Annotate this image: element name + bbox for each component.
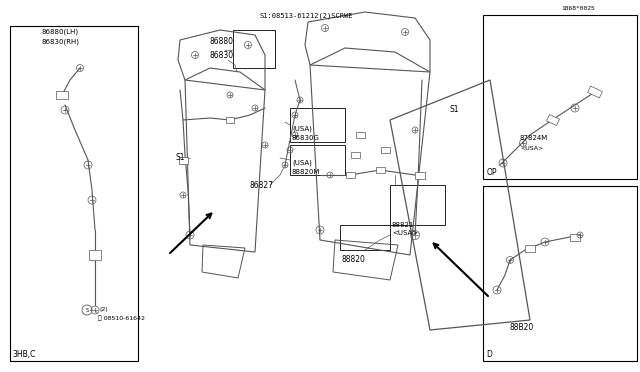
Bar (10, 26, 138, 361)
Bar (381, 147, 390, 153)
Bar (547, 115, 559, 125)
Text: 88820M: 88820M (292, 169, 321, 175)
Bar (525, 244, 535, 251)
Bar (290, 108, 345, 142)
Text: 88820: 88820 (342, 256, 366, 264)
Bar (570, 234, 580, 241)
Bar (390, 185, 445, 225)
Text: D: D (486, 350, 492, 359)
Bar (588, 86, 602, 98)
Bar (56, 91, 68, 99)
Bar (179, 157, 188, 164)
Bar (226, 117, 234, 123)
Text: 3HB,C: 3HB,C (13, 350, 36, 359)
Text: 87824M: 87824M (520, 135, 548, 141)
Bar (340, 225, 390, 250)
Text: <USA>: <USA> (520, 145, 543, 151)
Text: S: S (85, 308, 88, 312)
Bar (290, 145, 345, 175)
Bar (483, 15, 637, 179)
Text: 86830: 86830 (210, 51, 234, 60)
Text: 86830(RH): 86830(RH) (42, 39, 80, 45)
Text: 88B20: 88B20 (510, 324, 534, 333)
Text: S1:08513-61212(2)SCRWE: S1:08513-61212(2)SCRWE (260, 13, 353, 19)
Bar (351, 152, 360, 158)
Text: 1868*0025: 1868*0025 (561, 6, 595, 10)
Text: (USA): (USA) (292, 126, 312, 132)
Text: Ⓢ 08510-61642: Ⓢ 08510-61642 (98, 315, 145, 321)
Bar (376, 167, 385, 173)
Text: 88821: 88821 (392, 222, 414, 228)
Bar (355, 132, 365, 138)
Text: (2): (2) (100, 307, 109, 311)
Bar (415, 171, 425, 179)
Text: (USA): (USA) (292, 160, 312, 166)
Bar (233, 30, 275, 68)
Text: 86880(LH): 86880(LH) (42, 29, 79, 35)
Text: 86830G: 86830G (292, 135, 320, 141)
Bar (483, 186, 637, 361)
Bar (89, 250, 101, 260)
Text: OP: OP (486, 168, 497, 177)
Text: S1: S1 (450, 106, 460, 115)
Bar (346, 172, 355, 178)
Text: 86827: 86827 (250, 180, 274, 189)
Text: 86880: 86880 (210, 38, 234, 46)
Text: <USA>: <USA> (392, 230, 418, 236)
Text: S1: S1 (175, 154, 184, 163)
